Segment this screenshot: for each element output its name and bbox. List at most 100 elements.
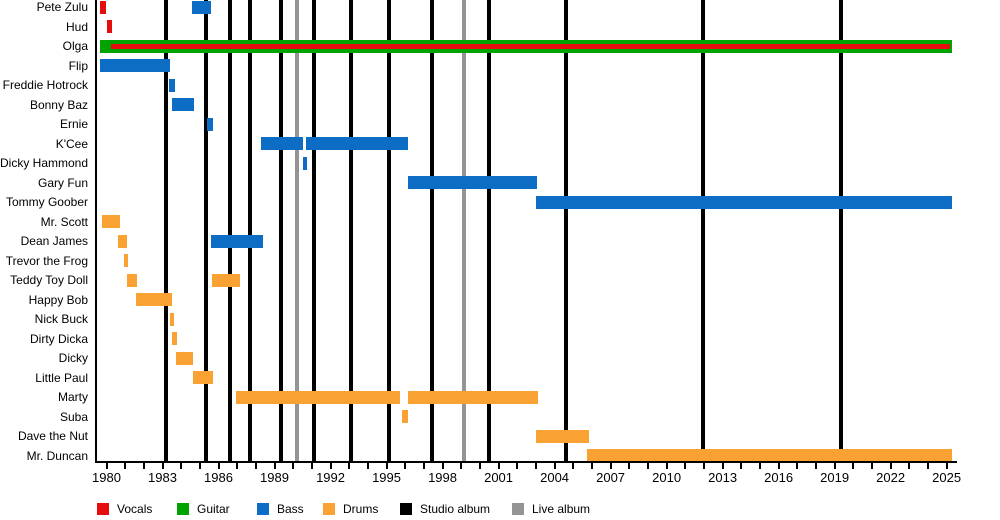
member-bar-bass (171, 98, 195, 111)
year-label: 2016 (764, 469, 794, 485)
member-bar-drums (117, 234, 128, 248)
legend-swatch-icon (323, 503, 335, 515)
year-tick (516, 462, 519, 469)
year-tick (254, 462, 257, 469)
year-tick (758, 462, 761, 469)
year-label: 1995 (372, 469, 401, 485)
year-tick (945, 462, 948, 469)
year-tick (236, 462, 239, 469)
member-label: Dicky (58, 351, 88, 365)
year-label: 1986 (204, 469, 233, 485)
year-tick (870, 462, 873, 469)
member-bar-drums (236, 390, 400, 404)
member-bar-vocals (106, 20, 113, 33)
year-tick (553, 462, 556, 469)
x-axis-line (95, 460, 957, 463)
year-tick (105, 462, 108, 469)
year-tick (366, 462, 369, 469)
year-tick (124, 462, 127, 469)
member-bar-bass (169, 78, 175, 92)
member-bar-drums (535, 429, 590, 443)
studio-album-line (839, 0, 844, 461)
year-tick (777, 462, 780, 469)
year-tick (198, 462, 201, 469)
member-label: Pete Zulu (36, 0, 88, 14)
year-tick (590, 462, 593, 469)
member-label: Suba (59, 409, 88, 424)
member-bar-drums (169, 312, 174, 326)
member-bar-drums (402, 410, 408, 423)
year-tick (889, 462, 892, 469)
year-tick (422, 462, 425, 469)
legend-swatch-icon (97, 503, 109, 515)
year-tick (740, 462, 743, 469)
member-bar-drums (136, 293, 172, 306)
studio-album-line (430, 0, 435, 461)
year-tick (702, 462, 705, 469)
studio-album-line (227, 0, 232, 461)
member-bar-bass (211, 234, 264, 248)
year-label: 2001 (484, 469, 514, 485)
member-label: Happy Bob (28, 292, 88, 307)
legend-label: Guitar (197, 502, 230, 516)
member-bar-vocals (99, 0, 107, 14)
year-tick (926, 462, 929, 469)
member-bar-drums (211, 273, 240, 287)
member-label: Teddy Toy Doll (10, 273, 88, 287)
year-tick (684, 462, 687, 469)
member-label: Gary Fun (37, 175, 88, 190)
member-label: Mr. Duncan (26, 448, 88, 463)
year-tick (833, 462, 836, 469)
studio-album-line (164, 0, 169, 461)
legend-swatch-icon (257, 503, 269, 515)
year-tick (665, 462, 668, 469)
member-label: Trevor the Frog (5, 253, 88, 268)
legend-swatch-icon (512, 503, 524, 515)
studio-album-line (563, 0, 568, 461)
member-label: Dean James (20, 234, 88, 248)
year-label: 2013 (708, 469, 738, 485)
legend-label: Studio album (420, 502, 491, 516)
year-label: 1989 (260, 469, 289, 485)
year-tick (497, 462, 500, 469)
member-label: Olga (62, 39, 88, 53)
member-bar-drums (101, 215, 120, 228)
member-bar-bass (306, 137, 409, 150)
year-tick (273, 462, 276, 469)
year-tick (609, 462, 612, 469)
member-label: Marty (58, 390, 88, 404)
legend-label: Vocals (117, 502, 153, 516)
member-label: Dave the Nut (17, 429, 88, 443)
legend-swatch-icon (400, 503, 412, 515)
studio-album-line (349, 0, 354, 461)
studio-album-line (387, 0, 392, 461)
member-bar-drums (127, 273, 138, 287)
member-label: Ernie (59, 117, 88, 131)
legend-label: Bass (277, 502, 304, 516)
member-label: K'Cee (55, 136, 88, 151)
member-bar-drums (171, 332, 177, 345)
year-tick (628, 462, 631, 469)
member-bar-drums (124, 254, 128, 267)
member-bar-bass (261, 137, 303, 150)
member-label: Freddie Hotrock (2, 78, 88, 92)
year-tick (814, 462, 817, 469)
year-label: 2025 (932, 469, 962, 485)
year-tick (721, 462, 724, 469)
year-label: 2010 (652, 469, 682, 485)
member-label: Hud (65, 19, 88, 34)
member-bar-drums (408, 390, 538, 404)
year-tick (460, 462, 463, 469)
member-bar-vocals (111, 43, 951, 49)
member-bar-bass (302, 156, 308, 170)
member-label: Bonny Baz (29, 97, 88, 112)
year-tick (478, 462, 481, 469)
member-bar-drums (175, 351, 194, 365)
year-tick (310, 462, 313, 469)
year-tick (292, 462, 295, 469)
studio-album-line (311, 0, 316, 461)
member-label: Dirty Dicka (29, 331, 88, 346)
year-label: 1998 (428, 469, 457, 485)
member-bar-bass (192, 0, 212, 14)
year-tick (180, 462, 183, 469)
